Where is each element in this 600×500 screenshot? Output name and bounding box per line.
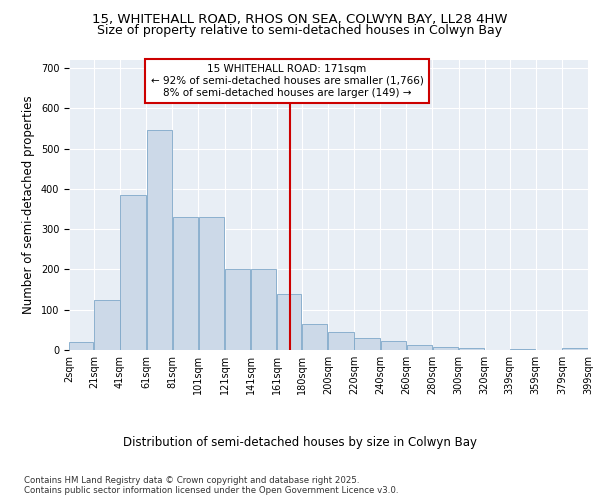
Bar [407,345,432,350]
Text: 15 WHITEHALL ROAD: 171sqm
← 92% of semi-detached houses are smaller (1,766)
8% o: 15 WHITEHALL ROAD: 171sqm ← 92% of semi-… [151,64,424,98]
Bar [146,130,172,350]
Bar [355,338,380,350]
Bar [433,347,458,350]
Bar [277,294,301,350]
Text: 15, WHITEHALL ROAD, RHOS ON SEA, COLWYN BAY, LL28 4HW: 15, WHITEHALL ROAD, RHOS ON SEA, COLWYN … [92,12,508,26]
Bar [380,341,406,350]
Bar [459,348,484,350]
Bar [225,270,250,350]
Bar [121,195,146,350]
Bar [562,348,587,350]
Bar [94,300,119,350]
Bar [328,332,353,350]
Bar [173,217,198,350]
Bar [70,342,94,350]
Text: Distribution of semi-detached houses by size in Colwyn Bay: Distribution of semi-detached houses by … [123,436,477,449]
Bar [199,217,224,350]
Y-axis label: Number of semi-detached properties: Number of semi-detached properties [22,96,35,314]
Bar [510,349,535,350]
Text: Contains HM Land Registry data © Crown copyright and database right 2025.
Contai: Contains HM Land Registry data © Crown c… [24,476,398,495]
Bar [251,270,277,350]
Text: Size of property relative to semi-detached houses in Colwyn Bay: Size of property relative to semi-detach… [97,24,503,37]
Bar [302,324,328,350]
